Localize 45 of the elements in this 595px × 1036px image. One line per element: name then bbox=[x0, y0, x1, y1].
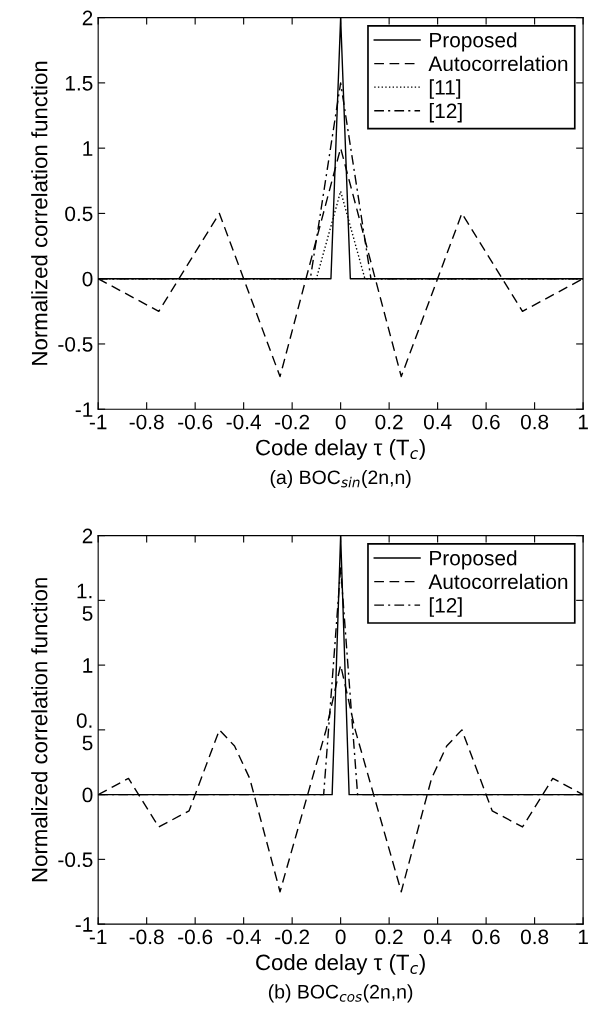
y-tick-label: -0.5 bbox=[58, 336, 93, 352]
y-tick-label: 1 bbox=[83, 141, 93, 156]
y-tick-label: 1. 5 bbox=[77, 583, 93, 621]
x-tick-label: -0.4 bbox=[226, 414, 261, 430]
legend-label: Proposed bbox=[430, 550, 517, 570]
legend-label: [12] bbox=[429, 597, 462, 617]
x-tick-label: 0 bbox=[335, 929, 346, 945]
x-tick-label: 0.6 bbox=[472, 414, 500, 430]
x-tick-label: 0.8 bbox=[520, 414, 549, 430]
y-tick-label: 0 bbox=[82, 787, 93, 803]
y-axis-title: Normalized correlation function bbox=[31, 578, 48, 882]
y-tick-label: 1.5 bbox=[65, 76, 93, 91]
legend-label: [12] bbox=[429, 102, 462, 123]
y-tick-label: 1 bbox=[83, 658, 93, 673]
y-tick-label: 0.5 bbox=[65, 206, 93, 222]
x-tick-label: 0.4 bbox=[423, 929, 452, 945]
x-tick-label: -0.6 bbox=[178, 929, 213, 945]
x-tick-label: 1 bbox=[578, 414, 588, 430]
x-axis-title: Code delay τ (T$_{c}$) bbox=[256, 439, 425, 460]
y-tick-label: -0.5 bbox=[58, 852, 93, 868]
text: (b) BOC$_{cos}$(2n,n) bbox=[268, 984, 413, 1003]
x-tick-label: -0.2 bbox=[275, 929, 310, 945]
x-tick-label: 1 bbox=[578, 929, 588, 945]
legend-label: [11] bbox=[429, 79, 461, 99]
text: (a) BOC$_{sin}$(2n,n) bbox=[270, 469, 411, 489]
x-tick-label: 0.2 bbox=[375, 414, 403, 430]
y-tick-label: 0 bbox=[82, 271, 93, 287]
y-axis-title: Normalized correlation function bbox=[31, 61, 48, 365]
x-axis-title: Code delay τ (T$_{c}$) bbox=[256, 953, 425, 975]
x-tick-label: -0.8 bbox=[129, 929, 164, 945]
y-tick-label: 2 bbox=[82, 10, 93, 26]
x-tick-label: 0.2 bbox=[375, 929, 403, 945]
legend-label: Proposed bbox=[430, 32, 517, 52]
legend-label: Autocorrelation bbox=[428, 573, 568, 590]
x-tick-label: 0 bbox=[335, 414, 346, 430]
x-tick-label: 0.4 bbox=[423, 414, 452, 430]
y-tick-label: 2 bbox=[82, 528, 93, 544]
x-tick-label: 0.8 bbox=[520, 929, 549, 945]
legend-label: Autocorrelation bbox=[428, 55, 568, 72]
x-tick-label: -0.6 bbox=[178, 414, 213, 430]
y-tick-label: 0. 5 bbox=[76, 713, 93, 751]
x-tick-label: -0.4 bbox=[226, 929, 261, 945]
x-tick-label: 0.6 bbox=[472, 929, 500, 945]
x-tick-label: -0.8 bbox=[129, 414, 164, 430]
x-tick-label: -0.2 bbox=[275, 414, 310, 430]
